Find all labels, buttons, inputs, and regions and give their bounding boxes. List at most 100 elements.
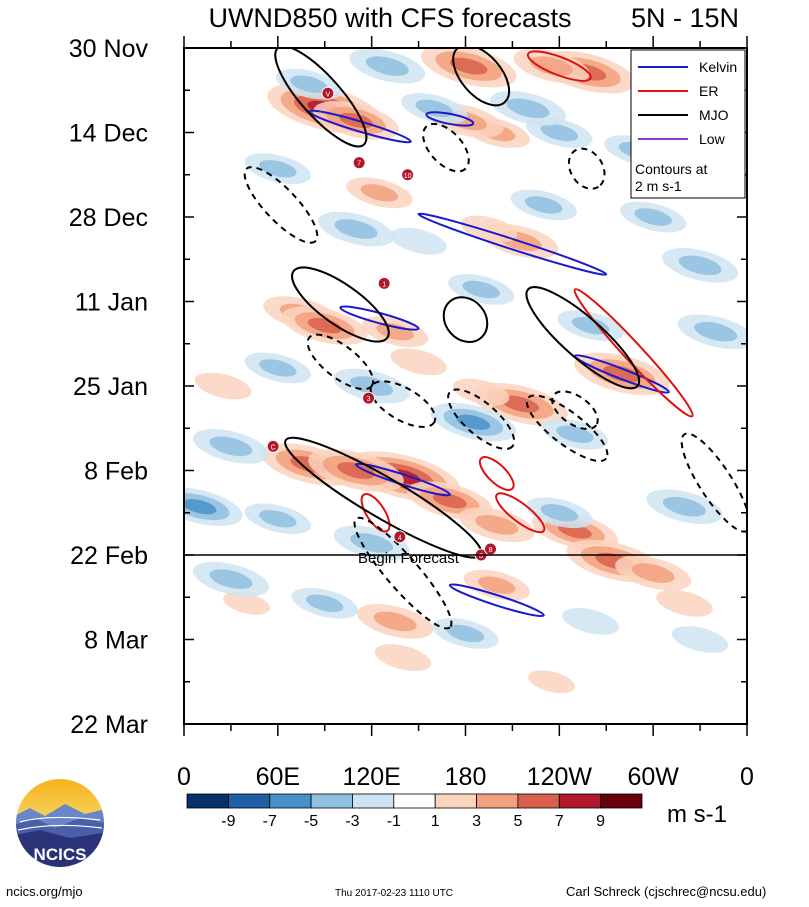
mjo-negative-contour	[353, 516, 453, 630]
y-tick-label: 22 Mar	[70, 711, 148, 739]
x-tick-label: 60W	[627, 763, 679, 791]
anomaly-blob	[401, 92, 468, 124]
kelvin-contour	[448, 583, 545, 618]
kelvin-contour	[417, 212, 608, 276]
colorbar-label: -5	[304, 813, 318, 830]
er-contour	[495, 492, 546, 534]
anomaly-level	[184, 499, 217, 515]
anomaly-blob	[192, 561, 269, 597]
anomaly-blob	[308, 449, 404, 492]
anomaly-level	[478, 576, 516, 594]
y-tick-label: 30 Nov	[69, 35, 149, 63]
legend-note-2: 2 m s-1	[635, 178, 682, 194]
legend-label: MJO	[699, 107, 729, 123]
legend-entry: MJO	[638, 107, 729, 123]
anomaly-level	[631, 563, 675, 583]
anomaly-blob	[194, 372, 252, 400]
mjo-contour	[442, 296, 489, 343]
anomaly-blob	[452, 378, 510, 406]
colorbar-swatch	[517, 793, 560, 809]
legend-items: Kelvin ER MJO Low	[638, 59, 737, 147]
anomaly-blob	[528, 670, 575, 694]
anomaly-blob	[374, 644, 432, 672]
anomaly-blob	[513, 48, 590, 84]
colorbar-swatch	[186, 793, 229, 809]
legend: Kelvin ER MJO Low Contours at 2 m s-1	[630, 49, 746, 199]
anomaly-level	[390, 227, 447, 255]
anomaly-blob	[318, 211, 395, 247]
mjo-negative-contour	[551, 390, 599, 430]
colorbar-swatch	[558, 793, 602, 809]
cyclone-label: 1	[382, 281, 386, 288]
anomaly-level	[334, 219, 378, 239]
colorbar: -9 -7 -5 -3 -1 1 3 5 7 9	[186, 793, 643, 830]
anomaly-level	[475, 515, 519, 535]
footer-author: Carl Schreck (cjschrec@ncsu.edu)	[566, 884, 767, 899]
colorbar-swatch	[600, 793, 643, 809]
colorbar-swatch	[310, 793, 353, 809]
anomaly-level	[540, 123, 579, 142]
cyclone-label: 7	[357, 161, 361, 168]
anomaly-blob	[223, 591, 270, 615]
anomaly-level	[449, 57, 488, 75]
mjo-contour	[452, 48, 511, 107]
anomaly-level	[259, 359, 297, 377]
mjo-contour	[291, 266, 390, 343]
anomaly-blob	[333, 525, 410, 561]
x-tick-label: 0	[177, 763, 191, 791]
legend-label: Kelvin	[699, 59, 737, 75]
colorbar-unit: m s-1	[667, 801, 727, 828]
chart-title: UWND850 with CFS forecasts	[208, 3, 571, 33]
anomaly-level	[656, 589, 713, 617]
legend-entry: Kelvin	[638, 59, 737, 75]
mjo-negative-contour	[680, 432, 747, 533]
cyclone-marker: 8	[484, 542, 498, 556]
anomaly-blob	[458, 507, 535, 543]
x-tick-label: 60E	[256, 763, 300, 791]
legend-label: Low	[699, 131, 726, 147]
anomaly-blob	[420, 48, 517, 88]
anomaly-level	[307, 318, 342, 334]
cyclone-marker: 4	[393, 530, 407, 544]
colorbar-label: -1	[387, 813, 401, 830]
anomaly-level	[360, 184, 399, 202]
anomaly-level	[223, 591, 270, 615]
anomaly-blob	[562, 607, 619, 635]
anomaly-blob	[432, 618, 499, 649]
anomaly-level	[530, 56, 574, 76]
y-tick-label: 8 Feb	[84, 458, 148, 486]
anomaly-blob	[677, 314, 747, 350]
anomaly-blob	[192, 429, 269, 464]
y-axis: 30 Nov 14 Dec 28 Dec 11 Jan 25 Jan 8 Feb 22 Fe…	[69, 35, 747, 739]
anomaly-level	[462, 280, 500, 299]
anomaly-level	[194, 372, 252, 400]
anomaly-blob	[357, 604, 434, 639]
mjo-negative-contour	[525, 394, 609, 462]
er-contour	[478, 456, 515, 491]
cyclone-label: 4	[398, 535, 402, 542]
footer-timestamp: Thu 2017-02-23 1110 UTC	[335, 888, 454, 899]
anomaly-level	[506, 98, 550, 119]
anomaly-level	[634, 208, 672, 226]
kelvin-contour	[573, 354, 670, 394]
colorbar-label: 7	[555, 813, 564, 830]
er-contour	[526, 50, 592, 82]
colorbar-swatch	[352, 793, 395, 809]
anomaly-blob	[646, 489, 723, 525]
anomaly-level	[528, 670, 575, 694]
y-tick-label: 25 Jan	[73, 373, 148, 401]
er-contour	[573, 288, 694, 418]
x-tick-label: 120W	[527, 763, 593, 791]
y-tick-label: 22 Feb	[70, 542, 148, 570]
x-axis: 0 60E 120E 180 120W 60W 0	[177, 36, 754, 791]
cyclone-marker: C	[266, 439, 280, 453]
cyclone-label: 8	[479, 553, 483, 560]
anomaly-level	[562, 607, 619, 635]
anomaly-level	[306, 594, 344, 612]
footer-link[interactable]: ncics.org/mjo	[6, 884, 83, 899]
x-tick-label: 180	[445, 763, 487, 791]
er-contour	[360, 492, 391, 533]
anomaly-level	[209, 569, 253, 589]
anomaly-level	[571, 316, 610, 335]
